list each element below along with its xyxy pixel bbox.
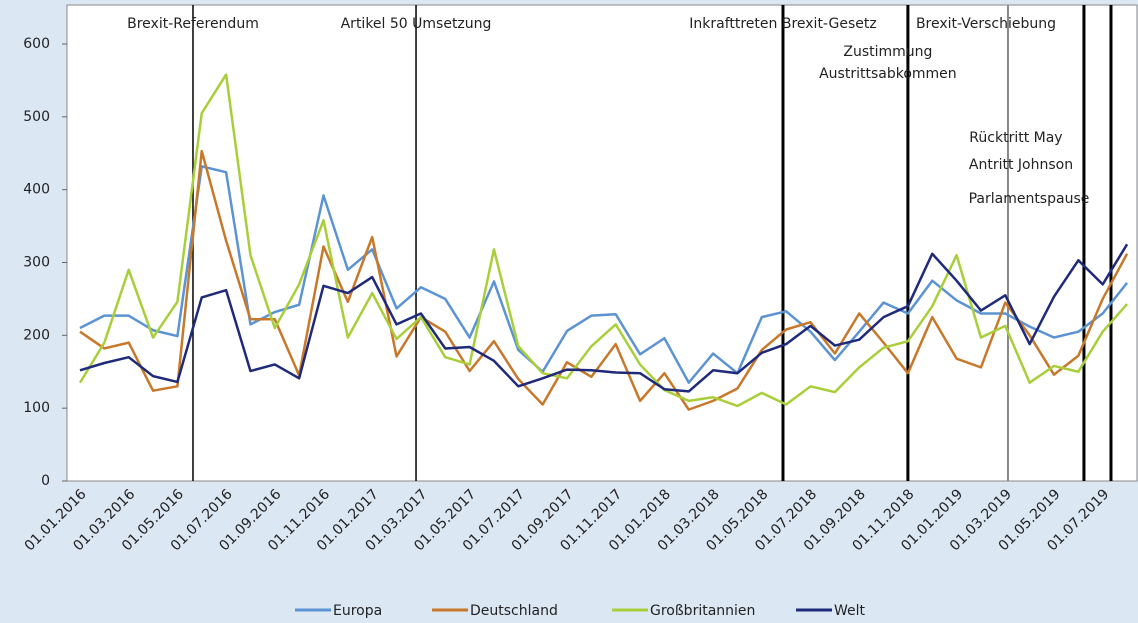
y-tick-label: 300 — [23, 255, 50, 271]
y-tick-label: 200 — [23, 327, 50, 343]
plot-area — [66, 4, 1138, 482]
event-label: Austrittsabkommen — [819, 66, 957, 82]
series-line — [78, 73, 1128, 408]
event-label: Rücktritt May — [969, 130, 1062, 146]
y-tick-label: 600 — [23, 36, 50, 52]
event-label: Artikel 50 Umsetzung — [341, 16, 492, 32]
event-label: Antritt Johnson — [969, 157, 1073, 173]
y-tick-label: 100 — [23, 400, 50, 416]
series-line — [79, 149, 1129, 411]
legend-label: Europa — [333, 603, 382, 619]
event-label: Parlamentspause — [969, 191, 1090, 207]
legend-label: Welt — [834, 603, 866, 619]
series-line — [79, 243, 1129, 393]
y-tick-label: 0 — [41, 473, 50, 489]
legend-label: Großbritannien — [650, 603, 755, 619]
legend-label: Deutschland — [470, 603, 558, 619]
series-line — [79, 165, 1129, 384]
event-label: Zustimmung — [843, 44, 932, 60]
event-label: Inkrafttreten Brexit-Gesetz — [689, 16, 876, 32]
y-tick-label: 400 — [23, 182, 50, 198]
event-label: Brexit-Verschiebung — [916, 16, 1056, 32]
y-tick-label: 500 — [23, 109, 50, 125]
event-label: Brexit-Referendum — [127, 16, 259, 32]
